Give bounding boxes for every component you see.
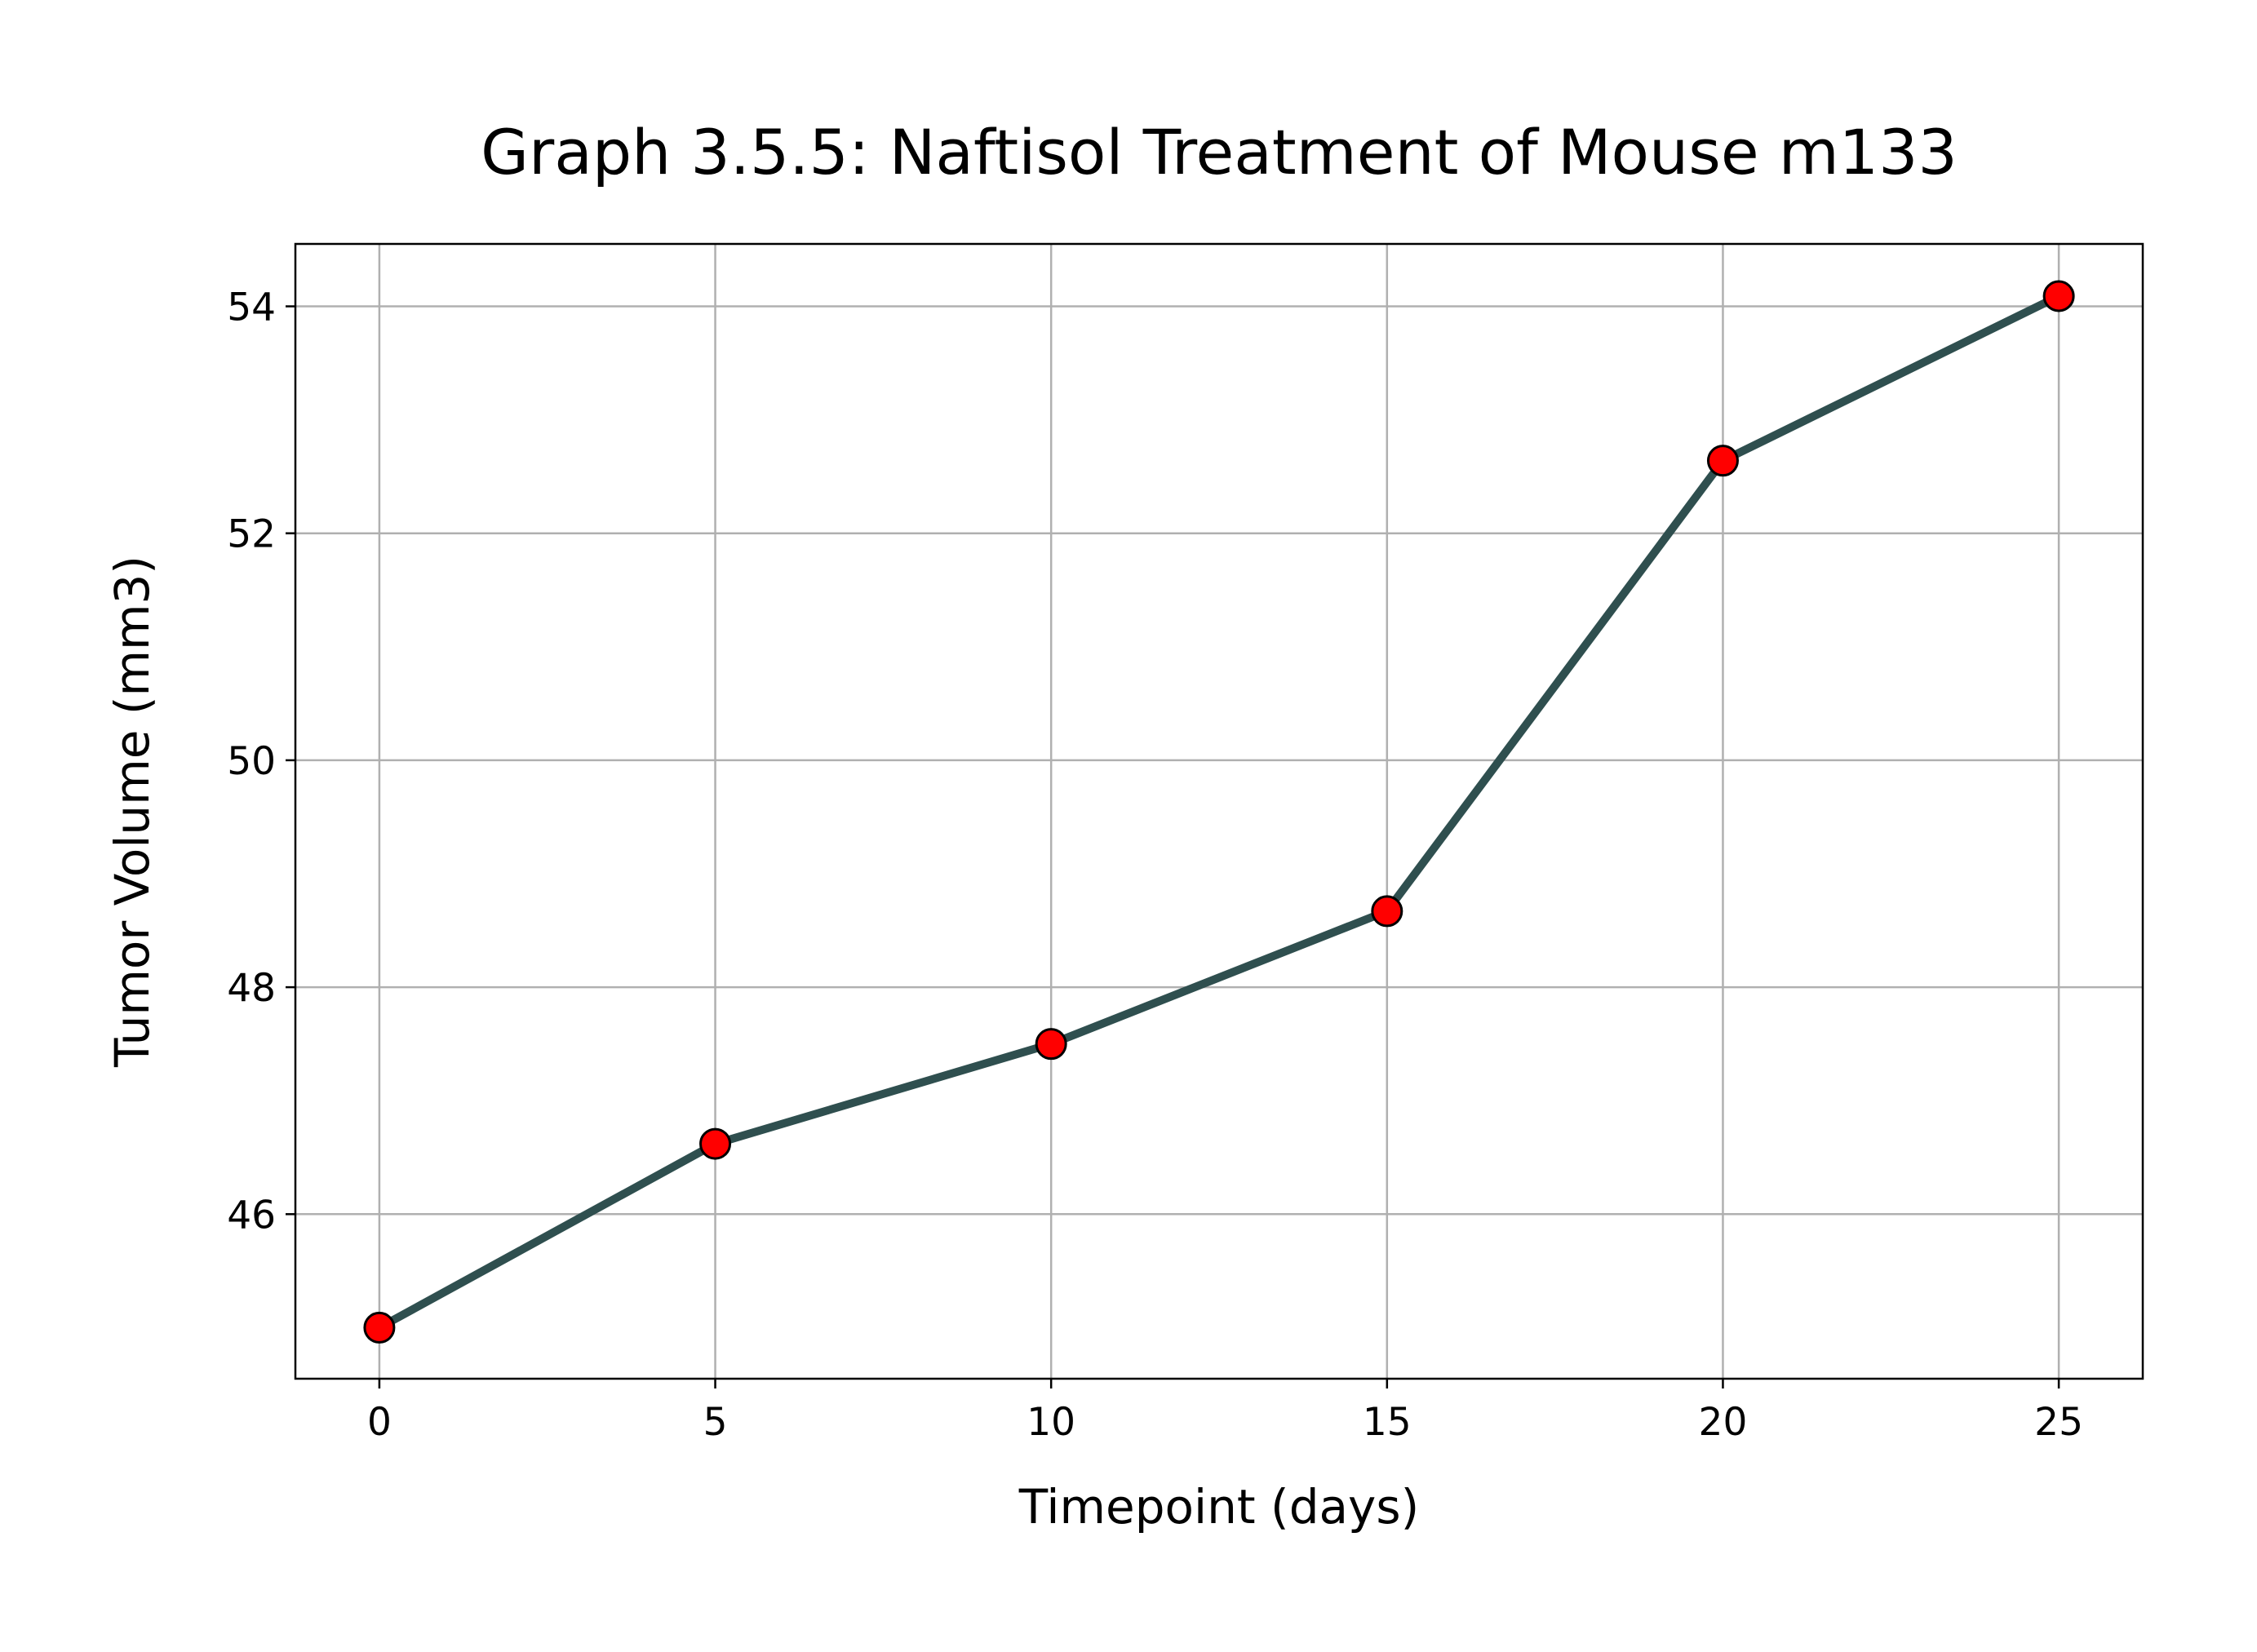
- x-tick-label: 10: [1027, 1400, 1075, 1445]
- chart-title: Graph 3.5.5: Naftisol Treatment of Mouse…: [481, 116, 1958, 188]
- series-line: [377, 292, 2061, 1331]
- x-tick-label: 25: [2034, 1400, 2083, 1445]
- y-tick-label: 50: [227, 739, 276, 784]
- x-tick-label: 0: [367, 1400, 392, 1445]
- x-tick-label: 15: [1363, 1400, 1412, 1445]
- axes-frame: [294, 242, 2144, 1380]
- y-axis-label: Tumor Volume (mm3): [104, 556, 160, 1068]
- y-tick-label: 48: [227, 966, 276, 1011]
- data-point-marker: [1035, 1028, 1067, 1061]
- data-point-marker: [1371, 895, 1403, 928]
- y-tick-label: 54: [227, 286, 276, 330]
- series-layer: [363, 280, 2075, 1344]
- data-point-marker: [363, 1311, 396, 1344]
- y-tick-label: 46: [227, 1193, 276, 1238]
- x-axis-label: Timepoint (days): [1018, 1479, 1419, 1535]
- x-tick-label: 20: [1699, 1400, 1748, 1445]
- data-point-marker: [2042, 280, 2075, 312]
- x-tick-label: 5: [703, 1400, 728, 1445]
- data-point-marker: [699, 1127, 732, 1160]
- ticks: 0 5 10 15 20 25 46 48 50 52 54: [227, 286, 2083, 1445]
- grid: [295, 244, 2143, 1379]
- data-point-marker: [1706, 445, 1739, 477]
- y-tick-label: 52: [227, 512, 276, 557]
